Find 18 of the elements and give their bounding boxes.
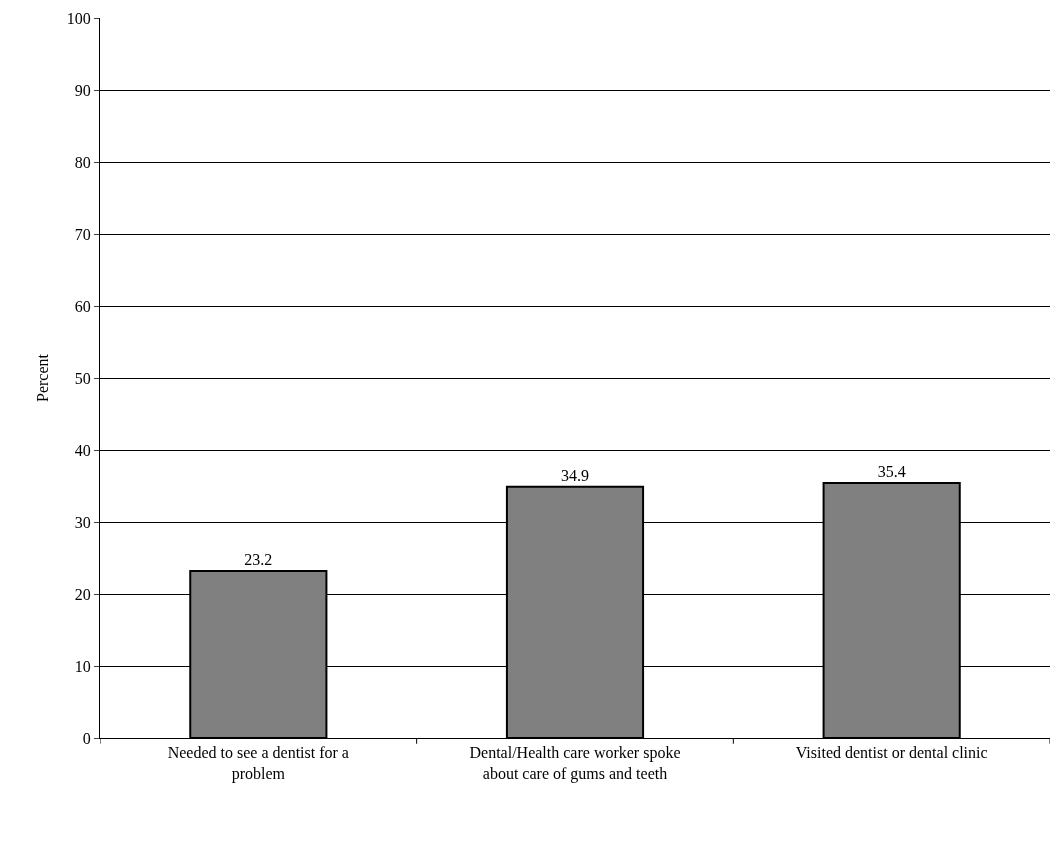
y-tick-label: 30 [74, 513, 91, 531]
y-tick-label: 80 [74, 153, 91, 171]
y-tick-label: 20 [74, 585, 91, 603]
y-tick-label: 40 [74, 441, 91, 459]
y-tick-label: 10 [74, 657, 91, 675]
y-tick-label: 70 [74, 225, 91, 243]
x-tick-label: Dental/Health care worker spoke about care of gums and teeth [469, 744, 681, 783]
y-tick-label: 0 [82, 729, 91, 747]
x-tick-label: Visited dentist or dental clinic [795, 744, 988, 762]
y-tick-label: 100 [66, 9, 91, 27]
y-tick-label: 90 [74, 81, 91, 99]
data-label: 35.4 [877, 463, 906, 481]
data-label: 23.2 [244, 550, 273, 568]
y-tick-label: 60 [74, 297, 91, 315]
y-tick-label: 50 [74, 369, 91, 387]
data-label: 34.9 [561, 466, 589, 484]
x-tick-label: Needed to see a dentist for a problem [167, 744, 349, 783]
y-axis-title: Percent [33, 353, 51, 402]
